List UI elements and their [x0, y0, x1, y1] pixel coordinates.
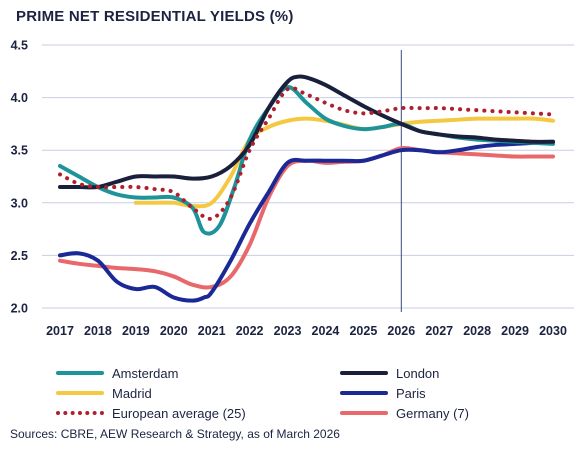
y-axis-ticks: 2.0 2.5 3.0 3.5 4.0 4.5	[11, 39, 28, 316]
legend-label: Amsterdam	[112, 365, 179, 381]
series-line-germany-7	[58, 145, 555, 290]
legend-label: Madrid	[112, 385, 152, 401]
x-tick-label: 2027	[425, 324, 453, 338]
legend-item-amsterdam: Amsterdam	[56, 364, 178, 382]
chart-title: PRIME NET RESIDENTIAL YIELDS (%)	[16, 8, 294, 25]
legend-item-paris: Paris	[340, 384, 426, 402]
x-tick-label: 2019	[122, 324, 150, 338]
y-tick-label: 2.5	[11, 249, 28, 263]
x-tick-label: 2025	[349, 324, 377, 338]
y-tick-label: 2.0	[11, 302, 28, 316]
x-tick-label: 2030	[539, 324, 567, 338]
x-tick-label: 2023	[274, 324, 302, 338]
x-tick-label: 2029	[501, 324, 529, 338]
legend-item-london: London	[340, 364, 439, 382]
series-line-london	[58, 74, 555, 190]
x-tick-label: 2028	[463, 324, 491, 338]
y-tick-label: 3.0	[11, 196, 28, 210]
x-tick-label: 2018	[84, 324, 112, 338]
legend-swatch-amsterdam	[56, 371, 104, 375]
x-tick-label: 2017	[46, 324, 74, 338]
legend-swatch-london	[340, 371, 388, 375]
x-tick-label: 2024	[312, 324, 340, 338]
legend-label: European average (25)	[112, 405, 246, 421]
y-tick-label: 4.5	[11, 39, 28, 53]
gridlines	[42, 44, 574, 309]
legend-label: London	[396, 365, 440, 381]
y-tick-label: 3.5	[11, 144, 28, 158]
legend-swatch-germany-7	[340, 411, 388, 415]
legend-item-madrid: Madrid	[56, 384, 152, 402]
series-line-paris	[58, 139, 555, 303]
x-tick-label: 2020	[160, 324, 188, 338]
y-tick-label: 4.0	[11, 91, 28, 105]
x-tick-label: 2022	[236, 324, 264, 338]
x-tick-label: 2026	[387, 324, 415, 338]
legend-item-germany-7: Germany (7)	[340, 404, 469, 422]
legend-label: Paris	[396, 385, 426, 401]
legend-swatch-paris	[340, 391, 388, 395]
series-lines	[58, 74, 555, 303]
legend-item-european-average-25: European average (25)	[56, 404, 246, 422]
source-note: Sources: CBRE, AEW Research & Strategy, …	[10, 427, 340, 441]
x-axis-ticks: 2017 2018 2019 2020 2021 2022 2023 2024 2025 2026…	[46, 324, 567, 338]
legend-label: Germany (7)	[396, 405, 469, 421]
x-tick-label: 2021	[198, 324, 226, 338]
legend-swatch-madrid	[56, 391, 104, 395]
legend-swatch-european-average-25	[56, 411, 104, 415]
